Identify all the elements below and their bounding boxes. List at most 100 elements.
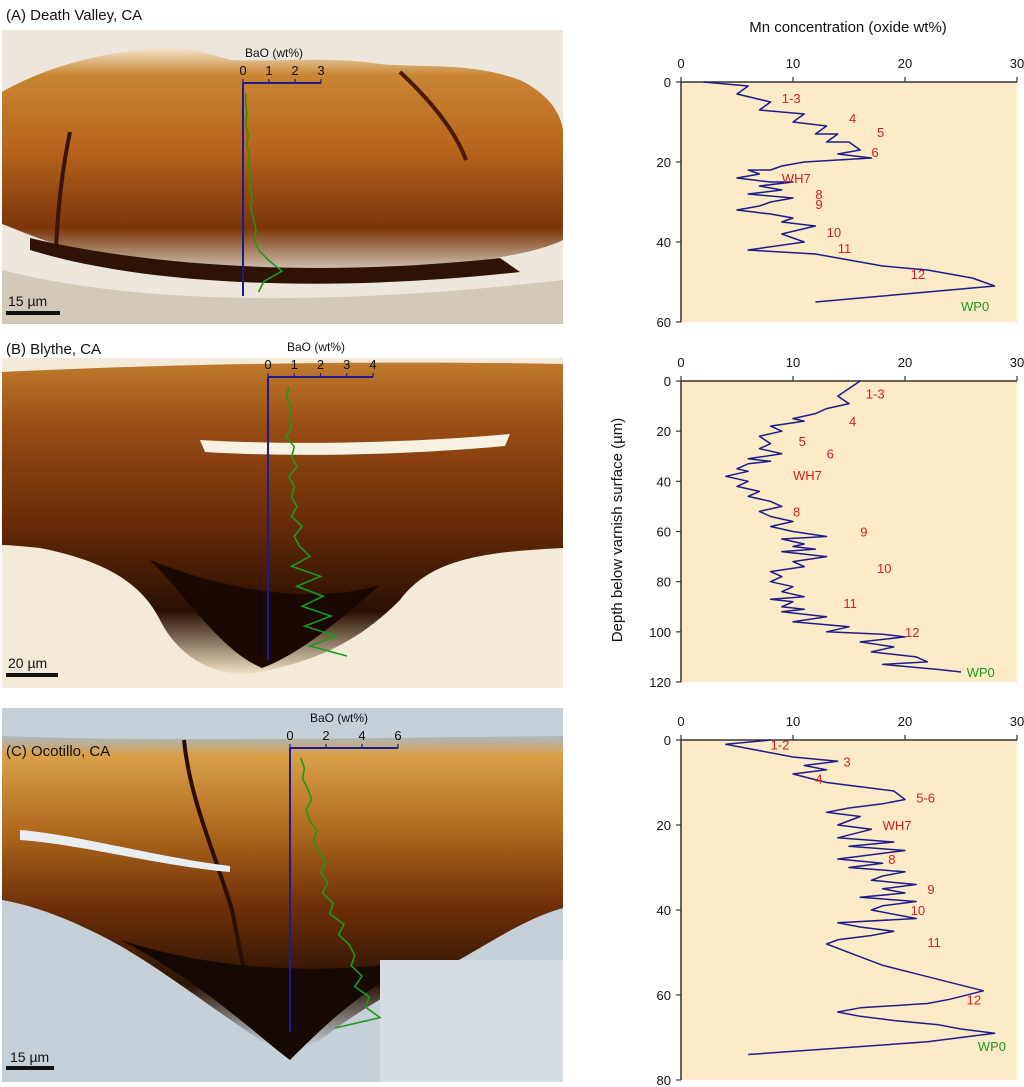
chart-b-layer-label: 10 — [877, 561, 891, 576]
scale-bar-c-label: 15 µm — [10, 1049, 49, 1065]
bao-c-tick-label: 0 — [286, 728, 293, 743]
chart-c-layer-label: 9 — [927, 882, 934, 897]
micrograph-b-dark-root — [150, 560, 380, 668]
panel-b-title: (B) Blythe, CA — [6, 341, 101, 358]
bao-b-profile-line — [285, 386, 348, 657]
micrograph-c-substrate-right — [380, 960, 563, 1082]
scale-bar-b-label: 20 µm — [8, 655, 47, 671]
chart-c-layer-label: 8 — [888, 852, 895, 867]
chart-c-mn-line — [725, 739, 996, 1056]
chart-b-layer-label: 1-3 — [866, 387, 885, 402]
bao-c-tick-label: 6 — [394, 728, 401, 743]
chart-b-layer-label: 5 — [799, 434, 806, 449]
chart-c-layer-label: 5-6 — [916, 790, 935, 805]
chart-b-y-tick-label: 120 — [649, 675, 671, 690]
chart-c-x-tick-label: 10 — [786, 714, 800, 729]
scale-bar-a-label: 15 µm — [8, 293, 47, 309]
chart-a-layer-label: 9 — [815, 197, 822, 212]
chart-c-x-tick-label: 20 — [898, 714, 912, 729]
micrograph-c-light-band — [20, 830, 230, 872]
chart-c-layer-label: 11 — [927, 935, 941, 950]
micrograph-c-dark-root — [120, 940, 420, 1060]
micrograph-a-base-dark — [30, 238, 520, 284]
chart-b-layer-label: WH7 — [793, 468, 822, 483]
panel-a-title: (A) Death Valley, CA — [6, 7, 142, 24]
chart-b-layer-label: 11 — [843, 596, 857, 611]
chart-b-y-tick-label: 80 — [657, 575, 671, 590]
chart-b-x-tick-label: 10 — [786, 355, 800, 370]
bao-b-tick-label: 3 — [343, 357, 350, 372]
chart-a-end-label: WP0 — [961, 299, 989, 314]
scale-bar-b-line — [6, 673, 58, 677]
chart-a-x-tick-label: 0 — [677, 56, 684, 71]
chart-c-x-tick-label: 0 — [677, 714, 684, 729]
depth-y-axis-title: Depth below varnish surface (µm) — [609, 418, 626, 643]
chart-b-layer-label: 9 — [860, 525, 867, 540]
chart-a-layer-label: 4 — [849, 111, 856, 126]
chart-a-layer-label: 10 — [827, 225, 841, 240]
micrograph-b — [2, 358, 563, 688]
chart-c-end-label: WP0 — [978, 1039, 1006, 1054]
chart-b-y-tick-label: 60 — [657, 525, 671, 540]
chart-a-mn-line — [703, 81, 996, 303]
chart-c-layer-label: 1-2 — [771, 737, 790, 752]
bao-axis-a: BaO (wt%) 0 1 2 3 — [239, 46, 325, 296]
chart-b-mn-line — [725, 380, 962, 673]
chart-c-x-tick-label: 30 — [1010, 714, 1024, 729]
chart-b-plot-area — [681, 381, 1017, 682]
bao-a-tick-label: 3 — [317, 63, 324, 78]
chart-b-x-tick-label: 0 — [677, 355, 684, 370]
bao-c-tick-label: 2 — [322, 728, 329, 743]
micrograph-a-substrate — [2, 270, 563, 324]
chart-b-layer-label: 6 — [827, 447, 834, 462]
bao-b-tick-label: 0 — [264, 357, 271, 372]
chart-c-plot-area — [681, 740, 1017, 1080]
chart-a-plot-area — [681, 82, 1017, 322]
chart-a-x-tick-label: 20 — [898, 56, 912, 71]
chart-c-y-tick-label: 20 — [657, 818, 671, 833]
bao-a-tick-label: 0 — [239, 63, 246, 78]
micrograph-a-varnish — [2, 47, 563, 274]
chart-a-layer-label: 11 — [838, 241, 852, 256]
bao-axis-b: BaO (wt%) 0 1 2 3 4 — [264, 340, 377, 660]
chart-c-y-tick-label: 40 — [657, 903, 671, 918]
bao-c-profile-line — [300, 757, 382, 1029]
bao-axis-c: BaO (wt%) 0 2 4 6 — [286, 711, 402, 1032]
bao-b-tick-label: 1 — [291, 357, 298, 372]
chart-b-x-tick-label: 20 — [898, 355, 912, 370]
bao-c-tick-label: 4 — [358, 728, 365, 743]
micrograph-a-crack-left — [54, 131, 72, 249]
chart-c-y-tick-label: 0 — [664, 733, 671, 748]
chart-b-x-tick-label: 30 — [1010, 355, 1024, 370]
chart-a-layer-label: 8 — [815, 187, 822, 202]
bao-a-title: BaO (wt%) — [245, 46, 303, 60]
chart-b-y-tick-label: 0 — [664, 374, 671, 389]
chart-a-x-tick-label: 30 — [1010, 56, 1024, 71]
chart-b-end-label: WP0 — [967, 665, 995, 680]
chart-b-layer-label: 12 — [905, 625, 919, 640]
chart-c-layer-label: 4 — [815, 771, 822, 786]
bao-a-profile-line — [244, 93, 284, 293]
chart-b-layer-label: 8 — [793, 504, 800, 519]
scale-bar-a: 15 µm — [6, 293, 60, 315]
scale-bar-a-line — [6, 311, 60, 315]
chart-c-layer-label: 12 — [967, 992, 981, 1007]
chart-a-y-tick-label: 40 — [657, 235, 671, 250]
mn-x-axis-title: Mn concentration (oxide wt%) — [749, 19, 947, 36]
bao-a-tick-label: 1 — [265, 63, 272, 78]
chart-c-y-tick-label: 60 — [657, 988, 671, 1003]
chart-c-layer-label: WH7 — [883, 818, 912, 833]
panel-c-title: (C) Ocotillo, CA — [6, 743, 110, 760]
chart-c-y-tick-label: 80 — [657, 1073, 671, 1087]
scale-bar-b: 20 µm — [6, 655, 58, 677]
scale-bar-c: 15 µm — [6, 1049, 54, 1070]
scale-bar-c-line — [6, 1066, 54, 1070]
micrograph-b-gap — [200, 434, 510, 455]
bao-b-tick-label: 4 — [369, 357, 376, 372]
micrograph-c — [2, 708, 563, 1082]
bao-a-tick-label: 2 — [291, 63, 298, 78]
chart-a-layer-label: 6 — [871, 145, 878, 160]
bao-b-title: BaO (wt%) — [287, 340, 345, 354]
